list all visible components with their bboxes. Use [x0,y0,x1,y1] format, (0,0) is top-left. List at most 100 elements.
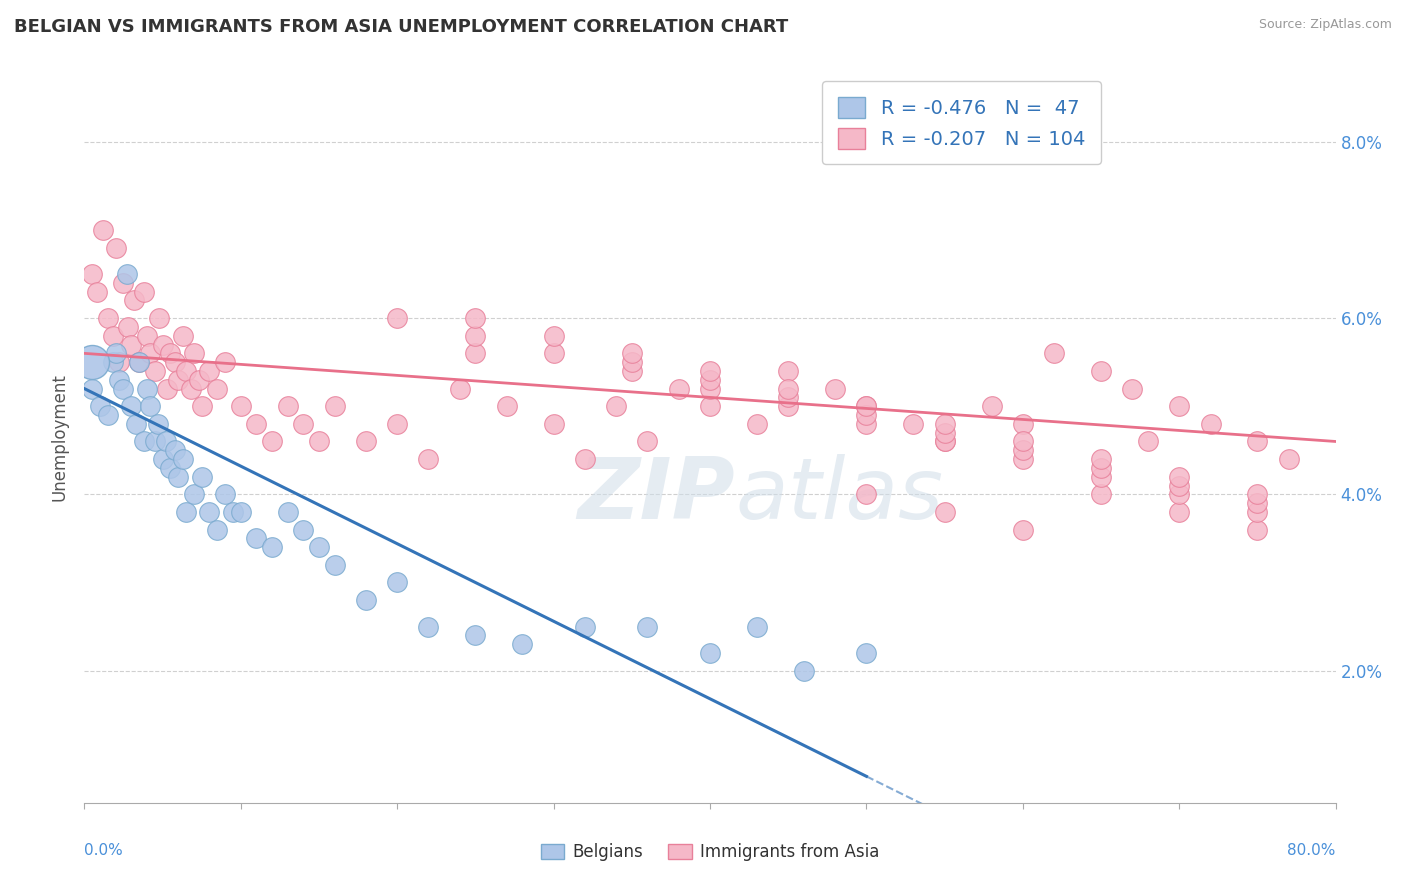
Point [620,355,643,369]
Point [198,505,221,519]
Point [245,532,267,546]
Point [543,328,565,343]
Point [91,223,114,237]
Point [1121,382,1143,396]
Point [146,417,169,431]
Point [245,417,267,431]
Point [1090,452,1112,467]
Point [620,346,643,360]
Point [97,311,120,326]
Point [112,276,135,290]
Point [1012,523,1035,537]
Point [174,364,197,378]
Point [89,399,111,413]
Point [190,399,212,413]
Point [1012,452,1035,467]
Point [745,417,768,431]
Point [167,469,190,483]
Point [855,417,877,431]
Point [155,434,177,449]
Point [699,373,721,387]
Point [699,382,721,396]
Point [1168,469,1191,483]
Point [229,505,252,519]
Point [855,646,877,660]
Point [190,469,212,483]
Point [198,364,221,378]
Point [778,364,800,378]
Point [139,346,162,360]
Point [152,337,174,351]
Point [745,619,768,633]
Point [292,417,315,431]
Point [128,355,150,369]
Point [86,285,108,299]
Point [112,382,135,396]
Point [139,399,162,413]
Point [934,434,956,449]
Point [107,355,129,369]
Point [132,285,155,299]
Point [934,417,956,431]
Point [1278,452,1301,467]
Point [574,452,596,467]
Point [117,320,139,334]
Point [855,487,877,501]
Point [855,399,877,413]
Point [174,505,197,519]
Point [1168,478,1191,492]
Point [1246,487,1268,501]
Point [793,664,815,678]
Point [1043,346,1066,360]
Point [637,619,659,633]
Point [1136,434,1159,449]
Point [172,328,194,343]
Point [82,267,104,281]
Point [418,452,440,467]
Point [107,373,129,387]
Point [207,382,229,396]
Point [207,523,229,537]
Point [464,628,486,642]
Point [605,399,627,413]
Text: atlas: atlas [735,454,943,537]
Point [143,434,166,449]
Point [1246,505,1268,519]
Point [104,346,127,360]
Point [418,619,440,633]
Point [136,328,159,343]
Point [1168,505,1191,519]
Point [543,417,565,431]
Point [132,434,155,449]
Point [172,452,194,467]
Point [778,399,800,413]
Point [464,311,486,326]
Point [159,461,181,475]
Point [385,311,409,326]
Point [824,382,846,396]
Point [101,328,124,343]
Point [637,434,659,449]
Point [104,241,127,255]
Point [292,523,315,537]
Point [1199,417,1222,431]
Point [125,417,148,431]
Point [1012,434,1035,449]
Text: 0.0%: 0.0% [84,843,124,858]
Point [183,487,205,501]
Point [156,382,179,396]
Point [354,593,377,607]
Point [183,346,205,360]
Point [308,540,330,554]
Point [1012,417,1035,431]
Point [136,382,159,396]
Point [262,540,284,554]
Point [620,364,643,378]
Point [464,346,486,360]
Point [277,399,299,413]
Point [323,399,346,413]
Point [97,408,120,422]
Point [180,382,202,396]
Point [495,399,517,413]
Point [934,505,956,519]
